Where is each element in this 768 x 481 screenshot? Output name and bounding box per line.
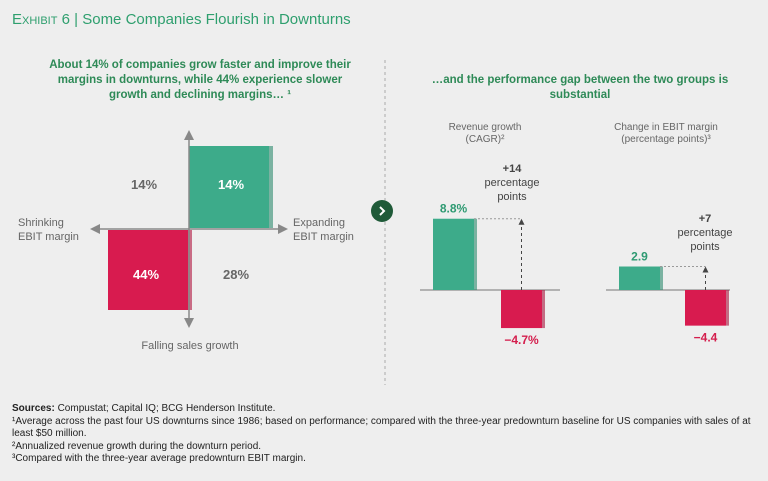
quadrant-top-right-box: [189, 146, 269, 228]
quadrant-bottom-left: [108, 230, 192, 310]
sources-text: Compustat; Capital IQ; BCG Henderson Ins…: [57, 403, 276, 414]
axis-label-shrinking: Shrinking EBIT margin: [18, 217, 79, 243]
chart2-gap-arrow-up-icon: [702, 266, 709, 273]
chart2-value-label-2: −4.4: [694, 331, 718, 345]
axis-label-falling-sales: Falling sales growth: [141, 340, 239, 352]
chart1-bar-2: [501, 290, 542, 329]
footnote-2: ²Annualized revenue growth during the do…: [12, 440, 262, 452]
footnote-1: ¹Average across the past four US downtur…: [12, 415, 751, 440]
chart1-gap-text: percentage points: [484, 177, 540, 203]
quadrant-bottom-left-shadow: [188, 230, 192, 310]
next-arrow-button: [371, 200, 393, 222]
axis-arrow-left-icon: [90, 224, 100, 234]
left-heading: About 14% of companies grow faster and i…: [49, 59, 351, 101]
chart1-bar-2-shadow: [542, 290, 545, 329]
chart1-bar-1: [433, 218, 474, 290]
axis-arrow-right-icon: [278, 224, 288, 234]
quadrant-top-right: [189, 146, 273, 228]
chart1-bar-1-shadow: [474, 218, 477, 290]
axis-arrow-up-icon: [184, 130, 194, 140]
quadrant-bottom-right-value: 28%: [222, 267, 250, 282]
quadrant-top-left-value: 14%: [130, 177, 158, 192]
chart2-bar-1-shadow: [660, 266, 663, 290]
chevron-right-icon: [379, 206, 386, 216]
exhibit-title: Exhibit 6 | Some Companies Flourish in D…: [12, 11, 351, 28]
axis-label-expanding: Expanding EBIT margin: [293, 217, 354, 243]
right-heading: …and the performance gap between the two…: [431, 74, 729, 101]
chart1-gap-arrow-up-icon: [518, 218, 525, 225]
chart1-value-label-1: 8.8%: [440, 202, 468, 216]
chart2-gap-label: +7 percentage points: [665, 212, 745, 254]
quadrant-bottom-left-box: [108, 230, 188, 310]
chart1-gap-label: +14 percentage points: [478, 162, 546, 204]
chart2-bar-1: [619, 266, 660, 290]
sources-line: Sources: Compustat; Capital IQ; BCG Hend…: [12, 403, 752, 416]
chart2-bar-2: [685, 290, 726, 326]
axis-arrow-down-icon: [184, 318, 194, 328]
chart2-gap-value: +7: [698, 213, 712, 225]
quadrant-top-right-value: 14%: [217, 177, 245, 192]
chart1-title: Revenue growth (CAGR)²: [448, 122, 522, 145]
quadrant-bottom-left-value: 44%: [132, 267, 160, 282]
chart2-value-label-1: 2.9: [631, 250, 648, 264]
sources-label: Sources:: [12, 403, 55, 414]
chart2-gap-text: percentage points: [677, 227, 733, 253]
chart2-title: Change in EBIT margin (percentage points…: [614, 122, 718, 145]
exhibit-separator: |: [74, 11, 79, 28]
footnote-3: ³Compared with the three-year average pr…: [12, 453, 306, 464]
exhibit-label: Exhibit 6: [12, 11, 70, 28]
chart2-bar-2-shadow: [726, 290, 729, 326]
sources-block: Sources: Compustat; Capital IQ; BCG Hend…: [12, 403, 752, 466]
chart1-value-label-2: −4.7%: [504, 333, 539, 347]
quadrant-top-right-shadow: [269, 146, 273, 228]
exhibit-title-text: Some Companies Flourish in Downturns: [82, 11, 351, 28]
chart1-gap-value: +14: [502, 163, 522, 175]
